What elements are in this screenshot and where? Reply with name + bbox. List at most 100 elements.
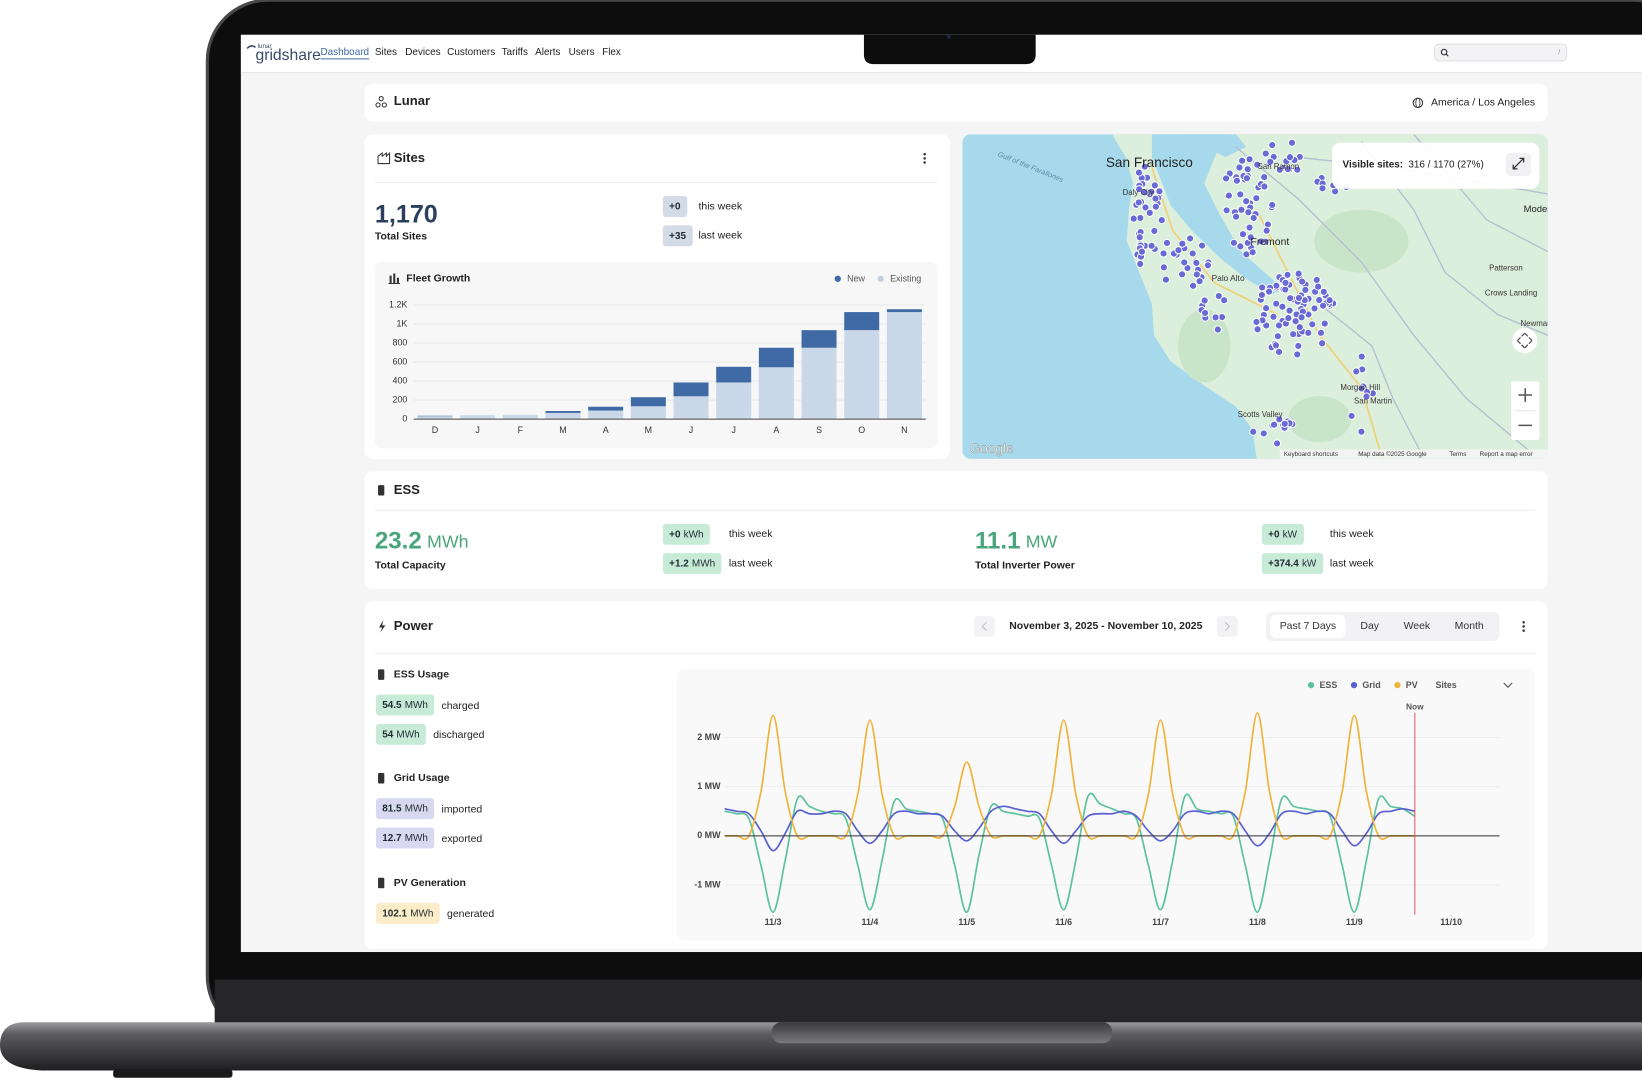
- site-marker[interactable]: [1319, 287, 1328, 296]
- site-marker[interactable]: [1189, 281, 1198, 290]
- map-attribution[interactable]: Report a map error: [1480, 451, 1533, 458]
- site-marker[interactable]: [1273, 332, 1282, 341]
- site-marker[interactable]: [1135, 233, 1144, 242]
- site-marker[interactable]: [1312, 275, 1321, 284]
- site-marker[interactable]: [1252, 317, 1261, 326]
- site-marker[interactable]: [1220, 296, 1229, 305]
- site-marker[interactable]: [1224, 191, 1233, 200]
- site-marker[interactable]: [1268, 200, 1277, 209]
- site-marker[interactable]: [1275, 415, 1284, 424]
- site-marker[interactable]: [1357, 352, 1366, 361]
- site-marker[interactable]: [1278, 302, 1287, 311]
- site-marker[interactable]: [1259, 429, 1268, 438]
- site-marker[interactable]: [1289, 330, 1298, 339]
- site-marker[interactable]: [1266, 157, 1275, 166]
- expand-button[interactable]: [1505, 153, 1531, 177]
- nav-link[interactable]: Customers: [447, 47, 495, 58]
- site-marker[interactable]: [1320, 319, 1329, 328]
- search-box[interactable]: [1434, 43, 1568, 62]
- site-marker[interactable]: [1236, 242, 1245, 251]
- site-marker[interactable]: [1256, 237, 1265, 246]
- site-marker[interactable]: [1272, 299, 1281, 308]
- site-marker[interactable]: [1188, 249, 1197, 258]
- site-marker[interactable]: [1260, 182, 1269, 191]
- site-marker[interactable]: [1157, 216, 1166, 225]
- site-marker[interactable]: [1285, 153, 1295, 162]
- site-marker[interactable]: [1232, 176, 1241, 185]
- site-marker[interactable]: [1257, 290, 1266, 299]
- legend-filter[interactable]: Sites: [1435, 680, 1456, 690]
- site-marker[interactable]: [1273, 439, 1282, 448]
- site-marker[interactable]: [1271, 341, 1281, 350]
- prev-button[interactable]: [973, 615, 995, 637]
- nav-link[interactable]: Sites: [375, 47, 397, 58]
- site-marker[interactable]: [1268, 140, 1277, 150]
- site-marker[interactable]: [1150, 181, 1159, 190]
- site-marker[interactable]: [1238, 156, 1247, 165]
- power-menu[interactable]: [1522, 620, 1525, 632]
- range-button[interactable]: Week: [1404, 621, 1431, 632]
- legend-label[interactable]: Existing: [890, 274, 921, 284]
- site-marker[interactable]: [1140, 188, 1149, 197]
- site-marker[interactable]: [1252, 194, 1261, 203]
- site-marker[interactable]: [1314, 282, 1323, 291]
- site-marker[interactable]: [1222, 206, 1231, 215]
- site-marker[interactable]: [1192, 258, 1201, 267]
- legend-label[interactable]: New: [847, 274, 865, 284]
- site-marker[interactable]: [1213, 325, 1222, 334]
- legend-label[interactable]: Grid: [1362, 680, 1380, 690]
- range-button[interactable]: Month: [1455, 621, 1484, 632]
- site-marker[interactable]: [1134, 198, 1143, 207]
- site-marker[interactable]: [1308, 320, 1317, 329]
- site-marker[interactable]: [1325, 296, 1334, 305]
- site-marker[interactable]: [1245, 223, 1254, 232]
- site-marker[interactable]: [1318, 184, 1327, 193]
- site-marker[interactable]: [1261, 149, 1270, 158]
- site-marker[interactable]: [1129, 214, 1138, 223]
- site-marker[interactable]: [1285, 306, 1294, 315]
- site-marker[interactable]: [1319, 301, 1328, 310]
- site-marker[interactable]: [1159, 249, 1168, 258]
- site-marker[interactable]: [1134, 168, 1143, 177]
- zoom-in[interactable]: [1518, 388, 1533, 402]
- site-marker[interactable]: [1281, 285, 1290, 294]
- site-marker[interactable]: [1260, 173, 1269, 182]
- site-marker[interactable]: [1275, 347, 1284, 356]
- sites-menu[interactable]: [923, 152, 926, 164]
- site-marker[interactable]: [1229, 238, 1238, 247]
- site-marker[interactable]: [1253, 160, 1262, 169]
- site-marker[interactable]: [1258, 283, 1267, 292]
- site-marker[interactable]: [1248, 248, 1257, 257]
- site-marker[interactable]: [1178, 239, 1187, 248]
- recenter-button[interactable]: [1512, 327, 1538, 354]
- site-marker[interactable]: [1315, 295, 1324, 305]
- site-marker[interactable]: [1294, 269, 1303, 278]
- site-marker[interactable]: [1280, 419, 1289, 428]
- nav-link[interactable]: Users: [569, 47, 595, 58]
- site-marker[interactable]: [1283, 165, 1292, 174]
- range-button[interactable]: Past 7 Days: [1280, 621, 1336, 632]
- site-marker[interactable]: [1214, 292, 1223, 301]
- site-marker[interactable]: [1347, 411, 1356, 420]
- nav-link[interactable]: Tariffs: [502, 47, 528, 58]
- site-marker[interactable]: [1180, 258, 1189, 267]
- site-marker[interactable]: [1249, 213, 1258, 223]
- nav-link[interactable]: Alerts: [535, 47, 560, 58]
- site-marker[interactable]: [1243, 165, 1252, 174]
- site-marker[interactable]: [1161, 275, 1170, 284]
- site-marker[interactable]: [1200, 296, 1209, 305]
- site-marker[interactable]: [1162, 238, 1171, 247]
- site-marker[interactable]: [1293, 165, 1302, 174]
- site-marker[interactable]: [1195, 277, 1204, 286]
- site-marker[interactable]: [1304, 328, 1313, 337]
- site-marker[interactable]: [1140, 162, 1149, 171]
- site-marker[interactable]: [1274, 321, 1283, 330]
- site-marker[interactable]: [1151, 202, 1160, 211]
- site-marker[interactable]: [1211, 313, 1220, 322]
- site-marker[interactable]: [1174, 246, 1183, 255]
- site-marker[interactable]: [1246, 233, 1255, 242]
- site-marker[interactable]: [1295, 323, 1304, 332]
- site-marker[interactable]: [1245, 155, 1254, 164]
- next-button[interactable]: [1216, 615, 1238, 637]
- map-attribution[interactable]: Terms: [1449, 451, 1466, 458]
